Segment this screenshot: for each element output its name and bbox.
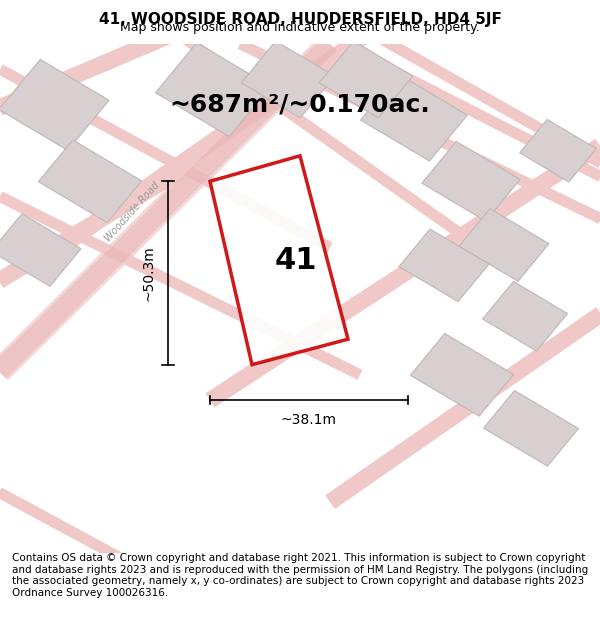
Polygon shape [0, 59, 109, 151]
Text: Map shows position and indicative extent of the property.: Map shows position and indicative extent… [120, 21, 480, 34]
Polygon shape [459, 209, 549, 281]
Text: 41, WOODSIDE ROAD, HUDDERSFIELD, HD4 5JF: 41, WOODSIDE ROAD, HUDDERSFIELD, HD4 5JF [98, 12, 502, 28]
Text: 41: 41 [274, 246, 317, 275]
Polygon shape [422, 141, 520, 221]
Polygon shape [38, 140, 142, 222]
Text: ~687m²/~0.170ac.: ~687m²/~0.170ac. [170, 93, 430, 117]
Polygon shape [210, 156, 348, 364]
Polygon shape [0, 214, 81, 286]
Polygon shape [155, 42, 271, 136]
Text: ~38.1m: ~38.1m [281, 413, 337, 427]
Polygon shape [482, 281, 568, 351]
Polygon shape [399, 229, 489, 302]
Polygon shape [484, 391, 578, 466]
Text: Woodside Road: Woodside Road [103, 180, 161, 244]
Polygon shape [361, 74, 467, 161]
Text: Contains OS data © Crown copyright and database right 2021. This information is : Contains OS data © Crown copyright and d… [12, 553, 588, 598]
Text: ~50.3m: ~50.3m [142, 245, 156, 301]
Polygon shape [520, 119, 596, 182]
Polygon shape [241, 41, 335, 118]
Polygon shape [319, 41, 413, 118]
Polygon shape [410, 334, 514, 416]
